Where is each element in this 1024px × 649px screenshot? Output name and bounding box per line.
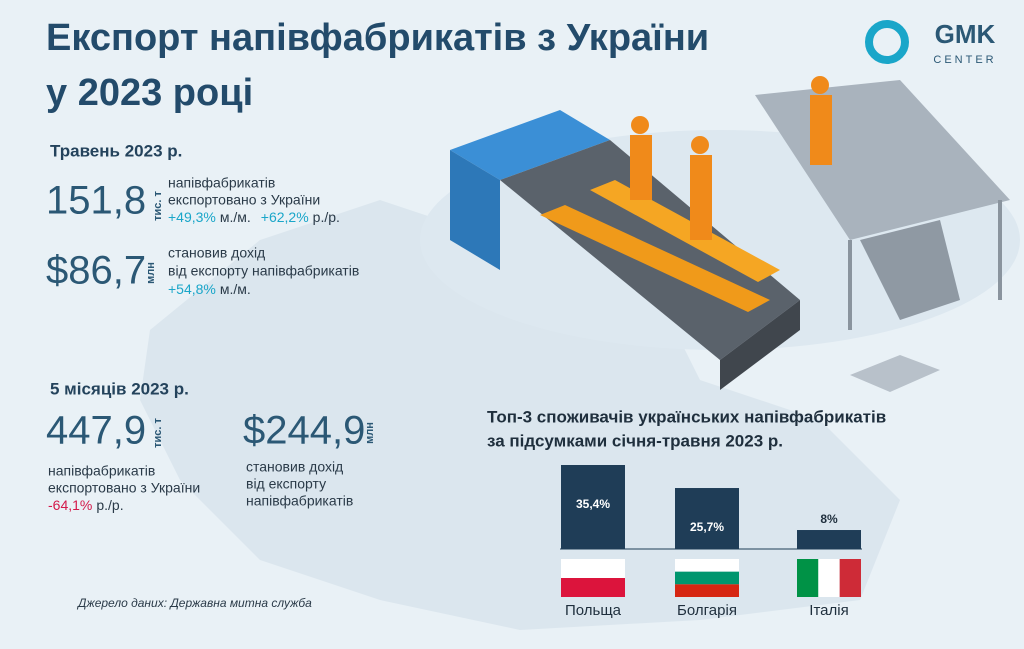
flag-stripe: [675, 584, 739, 597]
flag-stripe: [561, 559, 625, 578]
stat-text: експортовано з України: [168, 192, 320, 208]
stat-change: +49,3% м./м. +62,2% р./р.: [168, 209, 340, 225]
chart-title: Топ-3 споживачів українських напівфабрик…: [487, 407, 886, 426]
flag-stripe: [818, 559, 840, 597]
stat-value: 447,9: [46, 409, 146, 453]
stat-text: експортовано з України: [48, 480, 200, 496]
value-label: 35,4%: [576, 497, 610, 511]
flag-stripe: [561, 578, 625, 597]
stat-change: +54,8% м./м.: [168, 281, 251, 297]
stat-text: напівфабрикатів: [48, 463, 155, 479]
stat-unit: тис. т: [152, 418, 164, 448]
stat-text: становив дохід: [246, 459, 343, 475]
bar: [797, 530, 861, 549]
bar: [675, 488, 739, 549]
logo-mark: [865, 20, 909, 64]
flag-stripe: [797, 559, 819, 597]
source: Джерело даних: Державна митна служба: [76, 596, 312, 610]
logo-text: GMK: [935, 19, 996, 49]
stat-change: -64,1% р./р.: [48, 497, 124, 513]
flag-stripe: [675, 559, 739, 572]
stat-unit: млн: [145, 262, 157, 284]
section-heading: 5 місяців 2023 р.: [50, 379, 189, 398]
stat-text: від експорту напівфабрикатів: [168, 263, 359, 279]
flag-stripe: [839, 559, 861, 597]
stat-text: становив дохід: [168, 245, 265, 261]
title: у 2023 році: [46, 72, 253, 114]
stat-text: напівфабрикатів: [246, 493, 353, 509]
bar: [561, 465, 625, 549]
category-label: Болгарія: [677, 602, 737, 619]
stat-value: $86,7: [46, 249, 146, 293]
category-label: Італія: [809, 602, 848, 619]
stat-unit: млн: [364, 422, 376, 444]
value-label: 25,7%: [690, 520, 724, 534]
stat-value: 151,8: [46, 179, 146, 223]
title: Експорт напівфабрикатів з України: [46, 17, 709, 59]
flag-stripe: [675, 571, 739, 585]
stat-text: від експорту: [246, 476, 326, 492]
stat-text: напівфабрикатів: [168, 175, 275, 191]
section-heading: Травень 2023 р.: [50, 141, 182, 160]
category-label: Польща: [565, 602, 622, 619]
illustration: [450, 76, 1010, 392]
value-label: 8%: [820, 512, 838, 526]
logo-subtext: CENTER: [933, 54, 996, 66]
stat-value: $244,9: [243, 409, 365, 453]
chart-title: за підсумками січня-травня 2023 р.: [487, 431, 783, 450]
stat-unit: тис. т: [152, 191, 164, 221]
